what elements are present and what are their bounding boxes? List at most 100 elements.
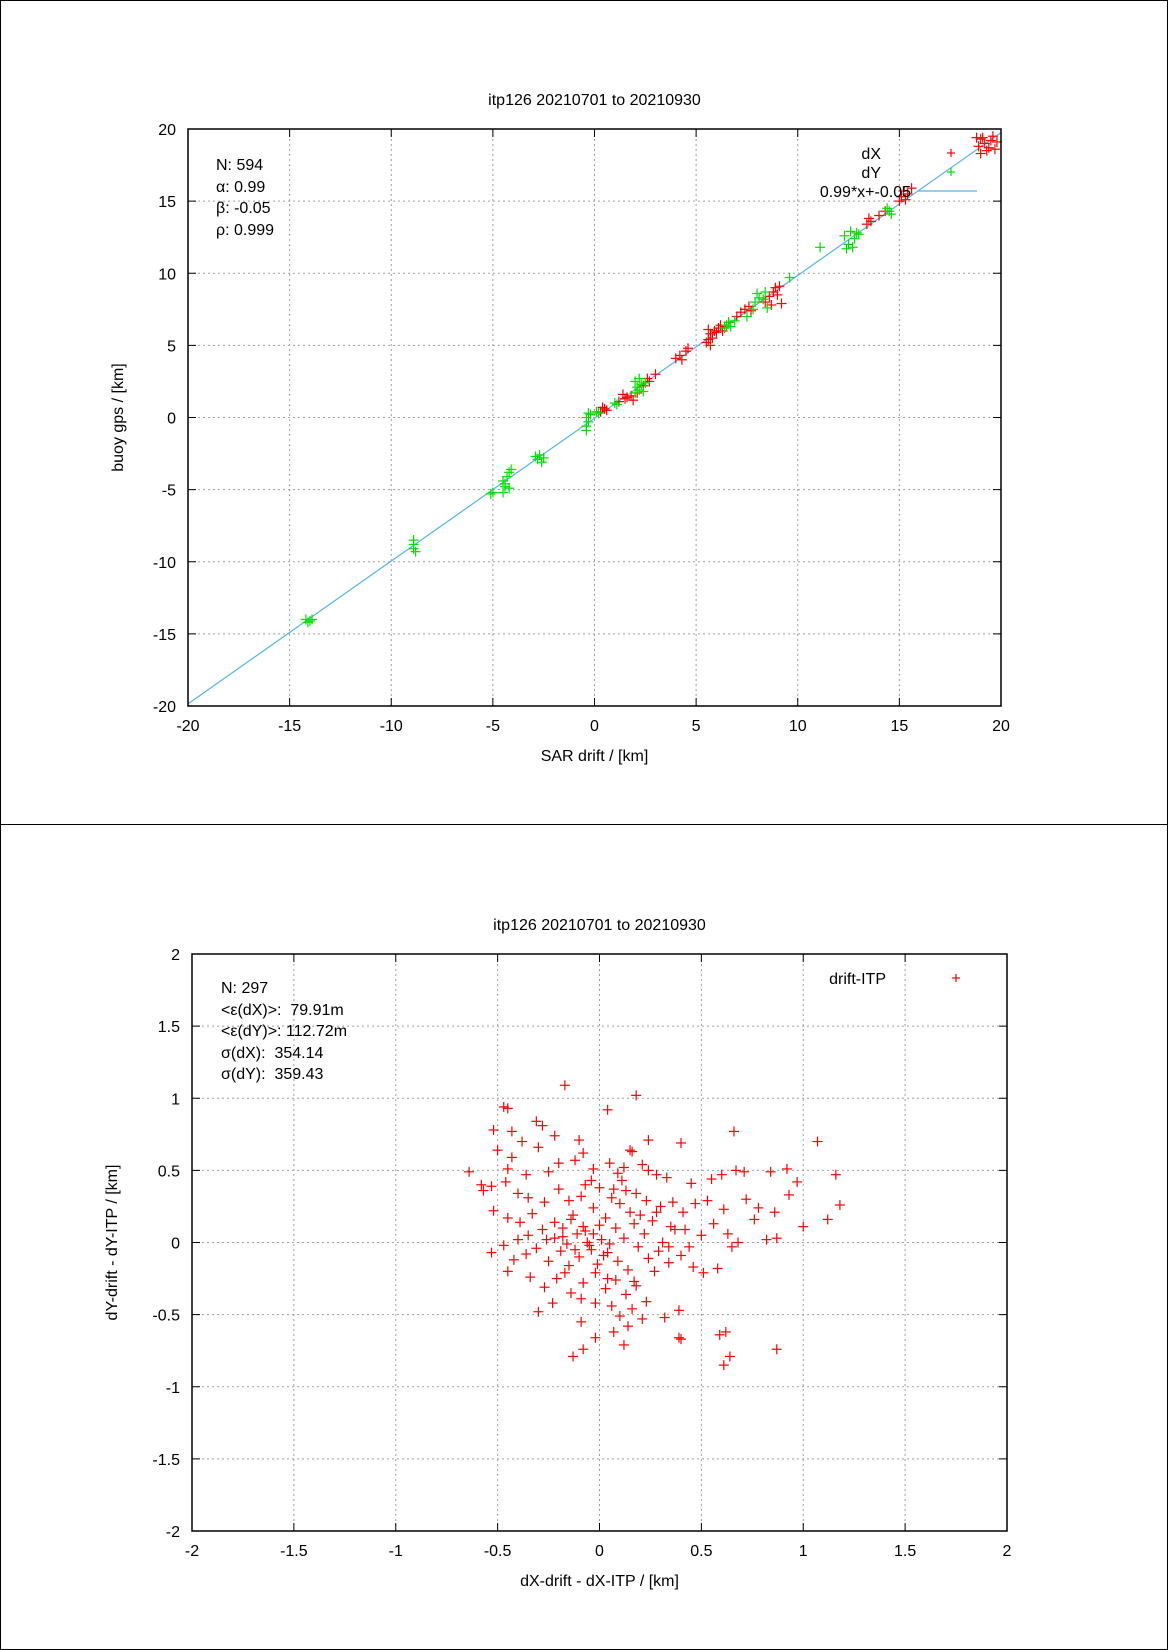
data-point-drift-itp bbox=[557, 1231, 568, 1242]
x-tick-label: 5 bbox=[692, 718, 701, 735]
data-point-drift-itp bbox=[618, 1233, 629, 1244]
data-point-drift-itp bbox=[676, 1137, 686, 1148]
data-point-dy bbox=[487, 487, 498, 498]
data-point-drift-itp bbox=[688, 1262, 699, 1273]
data-point-dy bbox=[302, 617, 313, 628]
data-point-drift-itp bbox=[625, 1145, 636, 1156]
data-point-dx bbox=[983, 142, 994, 153]
data-point-dx bbox=[973, 141, 984, 152]
data-point-dx bbox=[770, 282, 781, 293]
data-point-drift-itp bbox=[643, 1165, 654, 1176]
data-point-drift-itp bbox=[637, 1159, 648, 1170]
data-point-drift-itp bbox=[716, 1169, 727, 1180]
data-point-drift-itp bbox=[563, 1260, 574, 1271]
data-point-drift-itp bbox=[684, 1241, 695, 1252]
data-point-drift-itp bbox=[812, 1136, 823, 1147]
y-tick-label: 1 bbox=[171, 1091, 180, 1108]
data-point-drift-itp bbox=[551, 1273, 562, 1284]
y-tick-label: -1.5 bbox=[152, 1452, 180, 1469]
data-point-dy bbox=[847, 242, 858, 253]
data-point-dx bbox=[601, 405, 612, 416]
data-point-drift-itp bbox=[712, 1263, 723, 1274]
data-point-dy bbox=[853, 229, 864, 240]
data-point-drift-itp bbox=[555, 1246, 566, 1257]
data-point-drift-itp bbox=[623, 1264, 634, 1275]
data-point-dy bbox=[611, 399, 622, 410]
data-point-drift-itp bbox=[604, 1158, 615, 1169]
data-point-dx bbox=[650, 369, 661, 380]
data-point-dy bbox=[634, 373, 645, 384]
data-point-drift-itp bbox=[620, 1185, 631, 1196]
data-point-drift-itp bbox=[673, 1305, 684, 1316]
data-point-drift-itp bbox=[486, 1247, 497, 1258]
y-axis-label: buoy gps / [km] bbox=[110, 363, 127, 472]
data-point-dy bbox=[498, 487, 509, 498]
data-point-dy bbox=[640, 377, 651, 388]
y-tick-label: -15 bbox=[153, 627, 176, 644]
x-tick-label: -2 bbox=[185, 1543, 199, 1560]
data-point-dx bbox=[776, 298, 787, 309]
data-point-drift-itp bbox=[527, 1208, 538, 1219]
data-point-drift-itp bbox=[533, 1306, 544, 1317]
data-point-drift-itp bbox=[570, 1155, 581, 1166]
data-point-dy bbox=[408, 543, 419, 554]
data-point-dy bbox=[754, 292, 765, 303]
y-tick-label: 1.5 bbox=[158, 1019, 180, 1036]
data-point-dy bbox=[583, 416, 594, 427]
data-point-drift-itp bbox=[686, 1178, 697, 1189]
data-point-drift-itp bbox=[731, 1165, 742, 1176]
data-point-dx bbox=[599, 403, 610, 414]
data-point-drift-itp bbox=[631, 1090, 642, 1101]
data-point-drift-itp bbox=[523, 1192, 534, 1203]
data-point-drift-itp bbox=[696, 1230, 707, 1241]
y-tick-label: -10 bbox=[153, 555, 176, 572]
data-point-drift-itp bbox=[618, 1162, 629, 1173]
data-point-drift-itp bbox=[502, 1163, 513, 1174]
data-point-drift-itp bbox=[641, 1296, 652, 1307]
data-point-dy bbox=[485, 488, 496, 499]
y-tick-label: -1 bbox=[166, 1380, 180, 1397]
data-point-drift-itp bbox=[537, 1120, 548, 1131]
data-point-dx bbox=[985, 135, 996, 146]
data-point-drift-itp bbox=[739, 1166, 750, 1177]
data-point-drift-itp bbox=[663, 1257, 674, 1268]
data-point-dy bbox=[304, 615, 315, 626]
data-point-drift-itp bbox=[733, 1237, 744, 1248]
data-point-dy bbox=[583, 408, 594, 419]
y-tick-label: 0 bbox=[167, 411, 176, 428]
stat-line: ρ: 0.999 bbox=[216, 221, 275, 239]
data-point-drift-itp bbox=[543, 1166, 554, 1177]
data-point-drift-itp bbox=[594, 1220, 605, 1231]
data-point-drift-itp bbox=[610, 1275, 621, 1286]
data-point-drift-itp bbox=[627, 1146, 638, 1157]
data-point-dy bbox=[591, 406, 602, 417]
data-point-drift-itp bbox=[478, 1185, 489, 1196]
data-point-dy bbox=[882, 203, 893, 214]
data-point-drift-itp bbox=[798, 1221, 809, 1232]
stat-line: σ(dX): 354.14 bbox=[221, 1044, 324, 1062]
data-point-drift-itp bbox=[639, 1228, 650, 1239]
data-point-drift-itp bbox=[610, 1223, 621, 1234]
data-point-drift-itp bbox=[655, 1201, 666, 1212]
data-point-dy bbox=[841, 243, 852, 254]
data-point-drift-itp bbox=[676, 1334, 686, 1345]
data-point-drift-itp bbox=[594, 1182, 605, 1193]
data-point-drift-itp bbox=[728, 1126, 739, 1137]
x-axis-label: dX-drift - dX-ITP / [km] bbox=[520, 1573, 679, 1590]
data-point-dy bbox=[886, 209, 897, 220]
data-point-drift-itp bbox=[533, 1142, 544, 1153]
data-point-dy bbox=[849, 233, 860, 244]
data-point-dy bbox=[762, 302, 773, 313]
data-point-dx bbox=[987, 131, 998, 142]
data-point-drift-itp bbox=[718, 1360, 729, 1371]
x-tick-label: -10 bbox=[380, 718, 403, 735]
x-tick-label: 0 bbox=[590, 718, 599, 735]
data-point-dy bbox=[506, 464, 517, 475]
data-point-drift-itp bbox=[647, 1215, 658, 1226]
data-point-drift-itp bbox=[598, 1250, 609, 1261]
data-point-drift-itp bbox=[596, 1234, 607, 1245]
data-point-dy bbox=[593, 408, 604, 419]
data-point-drift-itp bbox=[633, 1241, 644, 1252]
data-point-drift-itp bbox=[506, 1152, 517, 1163]
data-point-drift-itp bbox=[580, 1179, 591, 1190]
